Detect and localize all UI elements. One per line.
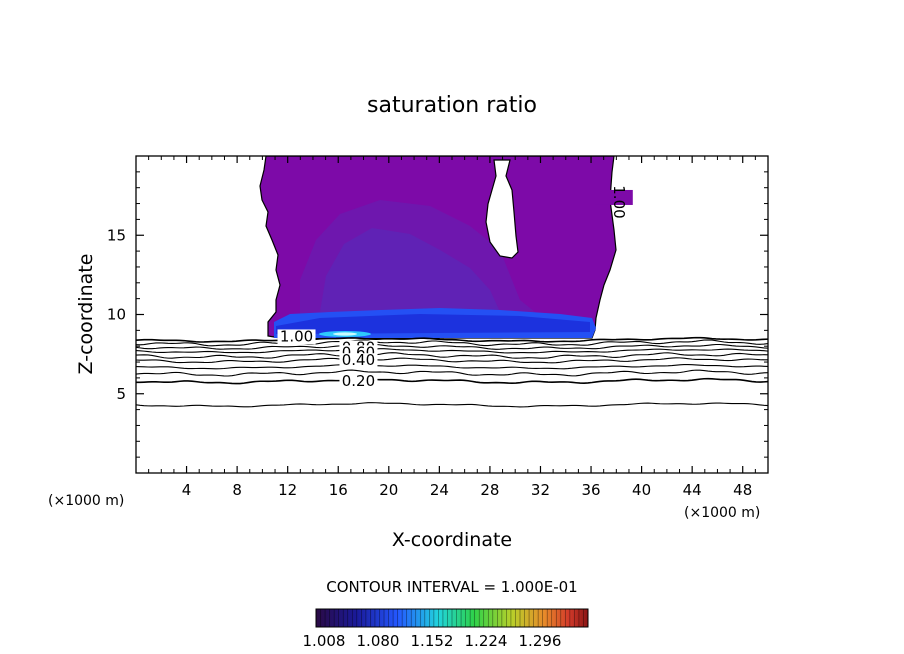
- plot-area: 1.000.800.600.400.201.00: [136, 156, 768, 408]
- x-tick-label: 36: [581, 481, 600, 499]
- x-tick-label: 28: [480, 481, 499, 499]
- contour-label: 1.00: [610, 185, 628, 218]
- contour-line: [136, 402, 768, 408]
- contour-label-bg: [339, 373, 378, 389]
- contour-label-bg: [594, 189, 633, 205]
- colorbar-stripes: [320, 609, 584, 627]
- x-tick-label: 12: [278, 481, 297, 499]
- x-tick-label: 48: [733, 481, 752, 499]
- contour-labels: 1.000.800.600.400.201.00: [277, 185, 633, 390]
- x-tick-label: 20: [379, 481, 398, 499]
- colorbar-tick-label: 1.080: [357, 632, 400, 650]
- colorbar-tick-label: 1.008: [303, 632, 346, 650]
- x-tick-label: 44: [683, 481, 702, 499]
- contour-label: 0.40: [342, 351, 375, 369]
- x-unit-right: (×1000 m): [684, 505, 760, 521]
- contour-line: [136, 348, 768, 354]
- colorbar-tick-label: 1.224: [465, 632, 508, 650]
- x-unit-left: (×1000 m): [48, 493, 124, 509]
- contour-line: [136, 343, 768, 350]
- contour-line: [136, 357, 768, 364]
- contour-interval-text: CONTOUR INTERVAL = 1.000E-01: [326, 578, 577, 596]
- cyan-streak-core: [333, 332, 357, 336]
- contour-line: [136, 363, 768, 370]
- x-tick-label: 24: [430, 481, 449, 499]
- cloud-base-band-dark: [276, 314, 590, 334]
- x-tick-label: 8: [232, 481, 242, 499]
- contour-line: [136, 336, 768, 343]
- x-tick-label: 4: [182, 481, 192, 499]
- contour-line: [136, 352, 768, 359]
- colorbar-tick-label: 1.296: [519, 632, 562, 650]
- x-axis-ticks: 4 8 12 16 20 24 28 32 36 40 44 48: [148, 156, 756, 499]
- x-tick-label: 16: [329, 481, 348, 499]
- contour-line: [136, 369, 768, 377]
- contour-label: 0.20: [342, 372, 375, 390]
- contour-lines: [136, 336, 768, 408]
- contour-label: 1.00: [280, 327, 313, 345]
- y-axis-label: Z-coordinate: [75, 254, 97, 375]
- colorbar-labels: 1.008 1.080 1.152 1.224 1.296: [303, 632, 562, 650]
- x-axis-label: X-coordinate: [392, 529, 512, 551]
- y-axis-ticks: 5 10 15: [107, 171, 768, 458]
- subsaturated-hole: [485, 159, 519, 259]
- contour-label-bg: [339, 353, 378, 369]
- chart-title: saturation ratio: [367, 93, 537, 118]
- contour-line: [136, 377, 768, 385]
- contour-label-bg: [277, 329, 316, 345]
- colorbar-tick-label: 1.152: [411, 632, 454, 650]
- y-tick-label: 10: [107, 306, 126, 324]
- x-tick-label: 40: [632, 481, 651, 499]
- contour-line: [136, 339, 768, 347]
- x-tick-label: 32: [531, 481, 550, 499]
- cloud-core-shade-inner: [320, 228, 500, 312]
- y-tick-label: 15: [107, 226, 126, 244]
- y-tick-label: 5: [116, 385, 126, 403]
